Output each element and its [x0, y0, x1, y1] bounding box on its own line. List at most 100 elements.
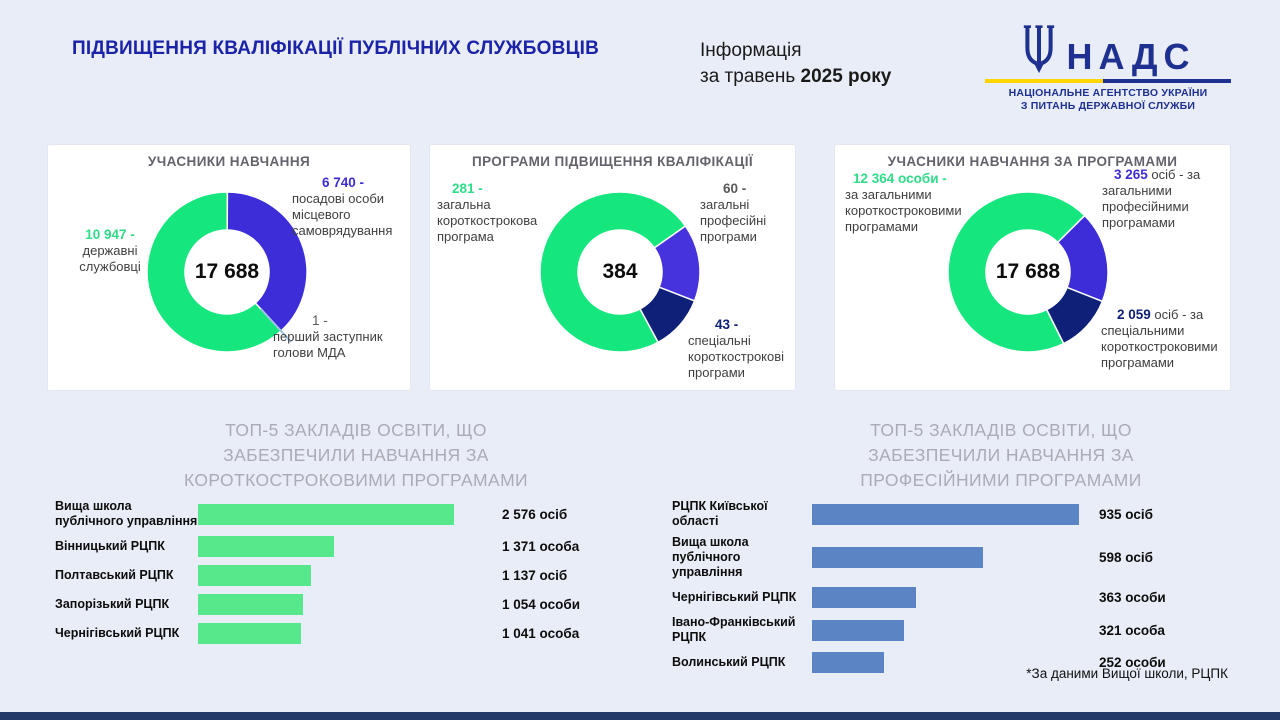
bar-row-label: Івано-Франківський РЦПК: [672, 615, 796, 644]
legend-by-general-short-term: 12 364 особи - за загальними короткостро…: [845, 171, 962, 234]
bar: [198, 565, 311, 586]
logo-abbr: НАДС: [1066, 35, 1196, 77]
bar-row-label: Волинський РЦПК: [672, 655, 786, 669]
legend-special-short-term: 43 - спеціальні короткострокові програми: [688, 317, 785, 380]
footnote: *За даними Вищої школи, РЦПК: [1026, 666, 1228, 681]
bar: [198, 623, 301, 644]
report-period-line2: за травень 2025 року: [700, 66, 892, 87]
bar-row-value: 2 576 осіб: [502, 506, 568, 522]
bar-row-value: 363 особи: [1099, 590, 1166, 605]
bar-row-label: Вища школа публічного управління: [672, 535, 749, 579]
bar: [198, 503, 454, 525]
chart-title: УЧАСНИКИ НАВЧАННЯ ЗА ПРОГРАМАМИ: [887, 154, 1178, 169]
bar-row-value: 935 осіб: [1099, 506, 1153, 522]
logo-divider: [985, 79, 1231, 83]
chart-title-line: ТОП-5 ЗАКЛАДІВ ОСВІТИ, ЩО: [870, 420, 1132, 440]
bar-row-label: Вінницький РЦПК: [55, 539, 165, 553]
callout-line-first-deputy-head-mda: [260, 308, 292, 343]
chart-title-line: ЗАБЕЗПЕЧИЛИ НАВЧАННЯ ЗА: [223, 445, 489, 465]
bar-zone: [198, 594, 490, 615]
donut-segment-special-short-term-programs: [639, 286, 696, 344]
donut-segment-general-short-term-program: [539, 191, 687, 353]
legend-general-professional: 60 - загальні професійні програми: [700, 181, 767, 244]
legend-local-self-government: 6 740 - посадові особи місцевого самовря…: [292, 175, 393, 238]
bar-row-value: 321 особа: [1099, 622, 1165, 638]
bar-row-value: 1 371 особа: [502, 539, 580, 554]
bar-zone: [198, 503, 490, 525]
donut-segment-by-general-short-term: [947, 191, 1086, 353]
bar-row-label: Полтавський РЦПК: [55, 568, 174, 582]
bar-row: Івано-Франківський РЦПК 321 особа: [660, 612, 1260, 648]
bar: [812, 503, 1079, 525]
page-title: ПІДВИЩЕННЯ КВАЛІФІКАЦІЇ ПУБЛІЧНИХ СЛУЖБО…: [72, 38, 600, 59]
bar-row: Чернігівський РЦПК 363 особи: [660, 583, 1260, 612]
bar-row-value: 252 особи: [1099, 655, 1166, 670]
bar: [812, 547, 983, 568]
bar-row-label: Чернігівський РЦПК: [672, 590, 797, 604]
bar-row: Запорізький РЦПК 1 054 особи: [48, 590, 654, 619]
donut-chart: [146, 191, 308, 353]
bar-row-value: 1 041 особа: [502, 626, 580, 641]
bar-row: Волинський РЦПК 252 особи: [660, 648, 1260, 677]
bar: [812, 652, 884, 673]
bar-row-label: РЦПК Київської області: [672, 499, 768, 528]
donut-segment-state-servants: [146, 191, 283, 353]
donut-participants: 17 688: [142, 187, 312, 357]
bar-row: РЦПК Київської області 935 осіб: [660, 496, 1260, 532]
bar-zone: [812, 503, 1087, 525]
logo-subtitle: НАЦІОНАЛЬНЕ АГЕНТСТВО УКРАЇНИ З ПИТАНЬ Д…: [1008, 87, 1208, 112]
chart-title-line: ЗАБЕЗПЕЧИЛИ НАВЧАННЯ ЗА: [868, 445, 1134, 465]
chart-title: УЧАСНИКИ НАВЧАННЯ: [147, 154, 311, 169]
report-period: Інформація за травень 2025 року: [700, 38, 891, 90]
bar-zone: [198, 623, 490, 644]
bottom-accent-strip: [0, 712, 1280, 720]
bar-row-value: 598 осіб: [1099, 550, 1153, 565]
bar-row: Чернігівський РЦПК 1 041 особа: [48, 619, 654, 648]
legend-state-servants: 10 947 - державні службовці: [79, 227, 141, 274]
bar-row-value: 1 137 осіб: [502, 568, 568, 583]
bar-row: Вища школа публічного управління 2 576 ос…: [48, 496, 654, 532]
bar-row: Вища школа публічного управління 598 осіб: [660, 532, 1260, 583]
bar-zone: [198, 565, 490, 586]
chart-title-line: ПРОФЕСІЙНИМИ ПРОГРАМАМИ: [860, 470, 1142, 490]
donut-center-value: 17 688: [995, 260, 1061, 283]
donut-segment-local-self-government-officials: [226, 191, 308, 333]
bar-zone: [812, 652, 1087, 673]
legend-by-special-short-term: 2 059 осіб - за спеціальними короткостро…: [1101, 307, 1218, 370]
donut-programs: 384: [535, 187, 705, 357]
bar-chart-title-short-term: ТОП-5 ЗАКЛАДІВ ОСВІТИ, ЩО ЗАБЕЗПЕЧИЛИ НАВ…: [100, 418, 612, 493]
bar-row-label: Чернігівський РЦПК: [55, 626, 180, 640]
bar-zone: [812, 587, 1087, 608]
bar: [198, 536, 334, 557]
chart-title-line: КОРОТКОСТРОКОВИМИ ПРОГРАМАМИ: [183, 470, 529, 490]
bar-chart-professional: РЦПК Київської області 935 осіб Вища школа…: [660, 496, 1260, 677]
bar-row: Полтавський РЦПК 1 137 осіб: [48, 561, 654, 590]
card-participants: УЧАСНИКИ НАВЧАННЯ 17 688 10 947 - держав…: [48, 145, 410, 390]
nads-logo: НАДС НАЦІОНАЛЬНЕ АГЕНТСТВО УКРАЇНИ З ПИТ…: [985, 24, 1231, 113]
bar-zone: [812, 547, 1087, 568]
bar-chart-title-professional: ТОП-5 ЗАКЛАДІВ ОСВІТИ, ЩО ЗАБЕЗПЕЧИЛИ НАВ…: [745, 418, 1257, 493]
bar-chart-short-term: Вища школа публічного управління 2 576 ос…: [48, 496, 654, 648]
bar: [812, 619, 904, 641]
bar: [198, 594, 303, 615]
card-participants-by-programs: УЧАСНИКИ НАВЧАННЯ ЗА ПРОГРАМАМИ 17 688 1…: [835, 145, 1230, 390]
trident-icon: [1023, 25, 1054, 74]
chart-title: ПРОГРАМИ ПІДВИЩЕННЯ КВАЛІФІКАЦІЇ: [471, 154, 754, 169]
bar-zone: [812, 619, 1087, 641]
bar-row-label: Вища школа публічного управління: [55, 499, 198, 528]
chart-title-line: ТОП-5 ЗАКЛАДІВ ОСВІТИ, ЩО: [225, 420, 487, 440]
donut-segment-by-special-short-term: [1045, 286, 1104, 345]
bar-zone: [198, 536, 490, 557]
legend-general-short-term: 281 - загальна короткострокова програма: [437, 181, 538, 244]
donut-center-value: 17 688: [194, 260, 260, 283]
bar: [812, 587, 916, 608]
donut-participants-by-programs: 17 688: [943, 187, 1113, 357]
legend-by-general-professional: 3 265 осіб - за загальними професійними …: [1102, 167, 1201, 230]
donut-center-value: 384: [602, 260, 638, 283]
bar-row-value: 1 054 особи: [502, 597, 580, 612]
report-period-line1: Інформація: [700, 40, 802, 61]
bar-row: Вінницький РЦПК 1 371 особа: [48, 532, 654, 561]
donut-chart: [947, 191, 1109, 353]
card-programs: ПРОГРАМИ ПІДВИЩЕННЯ КВАЛІФІКАЦІЇ 384 281…: [430, 145, 795, 390]
